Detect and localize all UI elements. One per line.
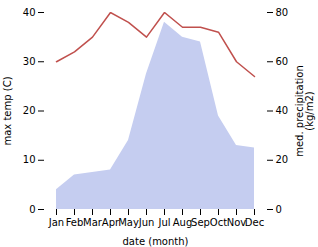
svg-text:May: May bbox=[118, 217, 139, 228]
svg-text:20: 20 bbox=[23, 105, 36, 116]
svg-text:10: 10 bbox=[23, 154, 36, 165]
svg-text:med. precipitation(kg/m2): med. precipitation(kg/m2) bbox=[294, 65, 315, 157]
svg-text:Jul: Jul bbox=[157, 217, 170, 228]
svg-text:date (month): date (month) bbox=[123, 236, 189, 247]
svg-text:0: 0 bbox=[29, 204, 35, 215]
svg-text:Jun: Jun bbox=[138, 217, 155, 228]
svg-text:Aug: Aug bbox=[173, 217, 193, 228]
svg-text:Sep: Sep bbox=[191, 217, 210, 228]
svg-text:Jan: Jan bbox=[48, 217, 64, 228]
svg-text:Apr: Apr bbox=[101, 216, 120, 228]
svg-text:60: 60 bbox=[276, 56, 289, 67]
svg-text:max temp (C): max temp (C) bbox=[2, 76, 13, 145]
svg-text:0: 0 bbox=[276, 204, 282, 215]
svg-text:Mar: Mar bbox=[83, 217, 103, 228]
svg-text:Feb: Feb bbox=[66, 217, 84, 228]
svg-text:Dec: Dec bbox=[245, 217, 264, 228]
svg-text:Oct: Oct bbox=[210, 217, 227, 228]
svg-text:20: 20 bbox=[276, 154, 289, 165]
svg-text:80: 80 bbox=[276, 7, 289, 18]
svg-text:40: 40 bbox=[276, 105, 289, 116]
svg-text:Nov: Nov bbox=[227, 217, 247, 228]
svg-text:40: 40 bbox=[23, 7, 36, 18]
svg-text:30: 30 bbox=[23, 56, 36, 67]
